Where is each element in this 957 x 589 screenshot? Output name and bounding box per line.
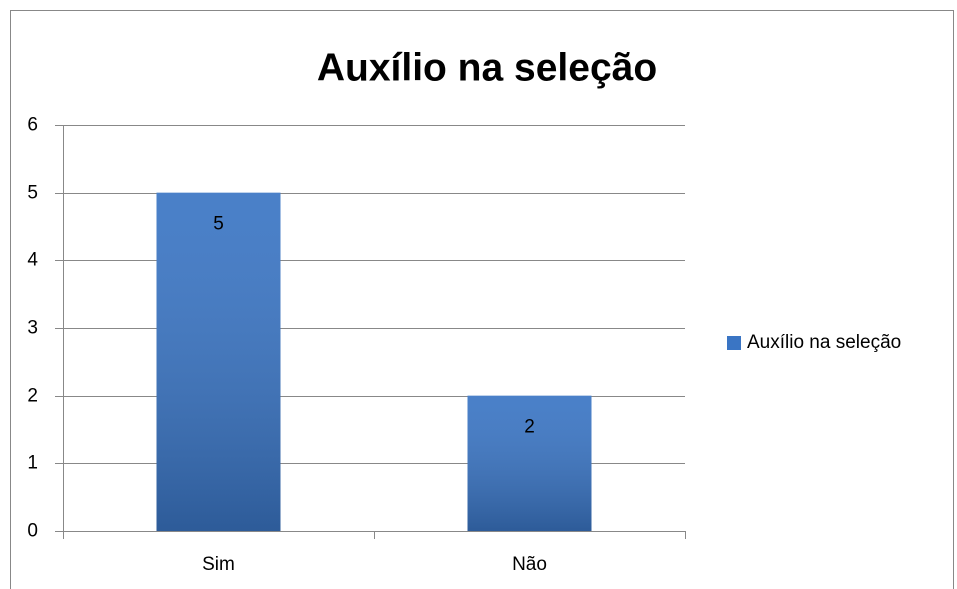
y-tick-label: 2 — [27, 386, 38, 407]
chart-frame — [10, 10, 954, 589]
legend-label: Auxílio na seleção — [747, 332, 901, 353]
data-label: 2 — [524, 417, 535, 438]
y-tick-label: 3 — [27, 318, 38, 339]
data-label: 5 — [213, 214, 224, 235]
x-tick-label: Não — [512, 554, 547, 575]
bar-shade — [467, 395, 592, 531]
y-tick-label: 6 — [27, 115, 38, 136]
bar-shade — [156, 192, 281, 531]
x-tick-label: Sim — [202, 554, 235, 575]
legend-swatch — [727, 336, 741, 350]
y-tick-label: 4 — [27, 250, 38, 271]
chart-title: Auxílio na seleção — [317, 46, 657, 89]
y-tick-label: 5 — [27, 183, 38, 204]
y-tick-label: 1 — [27, 453, 38, 474]
y-tick-label: 0 — [27, 521, 38, 542]
